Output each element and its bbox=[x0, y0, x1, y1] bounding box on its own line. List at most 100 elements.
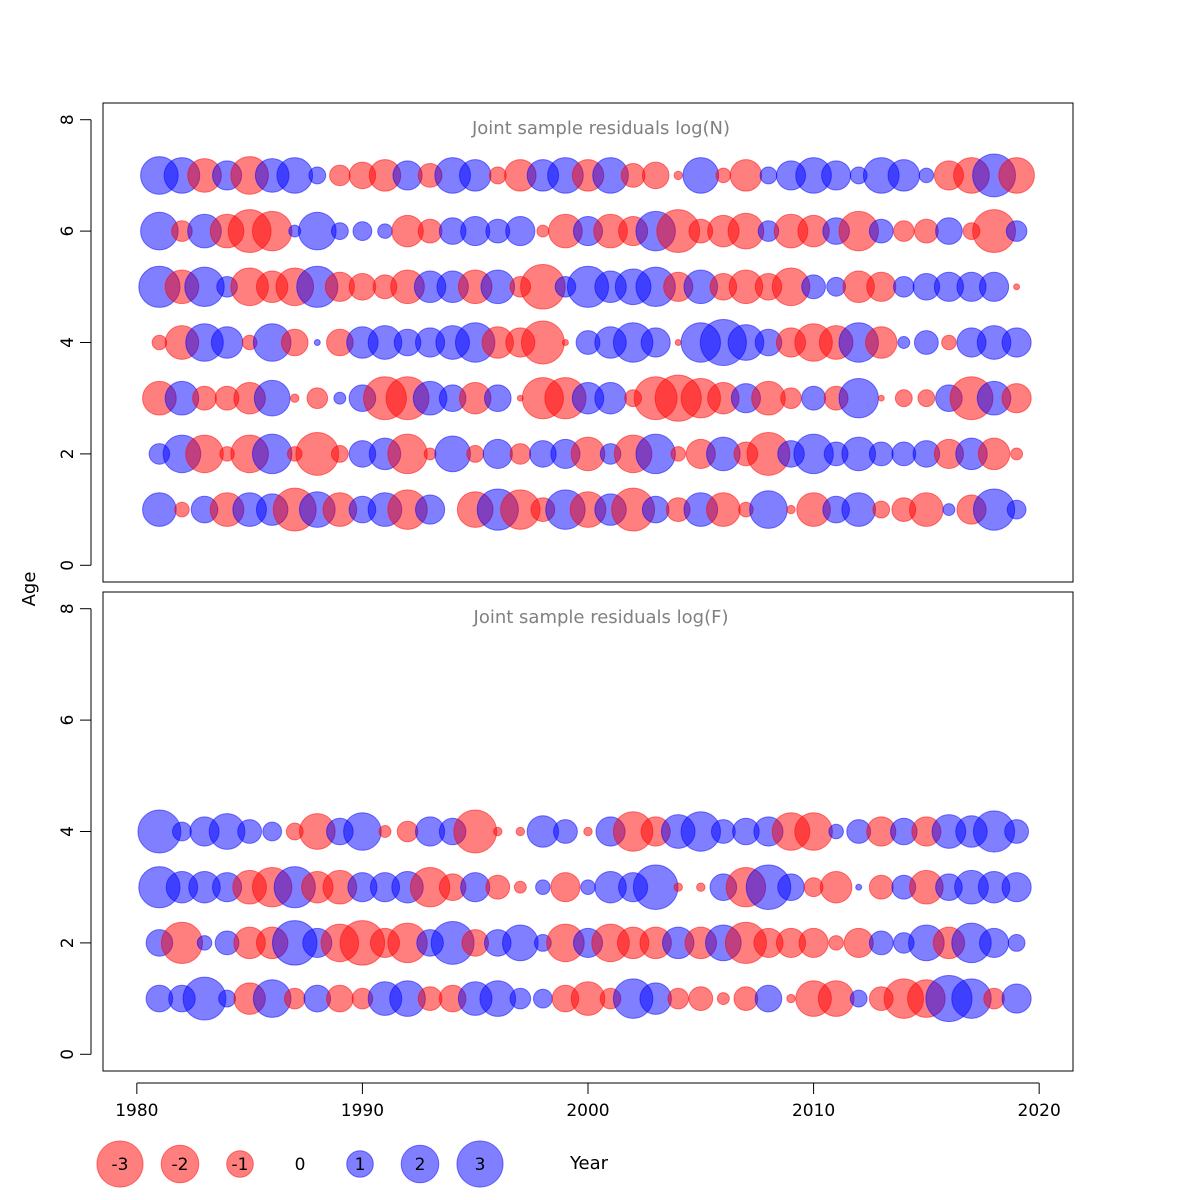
bubble-age3-year1997 bbox=[513, 880, 527, 894]
bubble-age2-year2010 bbox=[798, 927, 829, 958]
panel-log-f-frame bbox=[102, 591, 1074, 1072]
bubble-age2-year1997 bbox=[501, 924, 539, 962]
bubble-age4-year1999 bbox=[561, 339, 569, 346]
bubble-age6-year2014 bbox=[893, 220, 915, 242]
y-axis-label: Age bbox=[19, 572, 40, 607]
bubble-age4-year1986 bbox=[262, 821, 283, 842]
bubble-age6-year1993 bbox=[417, 218, 443, 244]
bubble-age6-year1988 bbox=[297, 211, 337, 251]
bubble-age3-year1996 bbox=[485, 874, 511, 900]
bubble-age4-year1996 bbox=[493, 826, 503, 837]
bubble-age4-year2016 bbox=[941, 334, 957, 351]
bubble-age4-year2011 bbox=[828, 823, 844, 840]
bubble-age1-year2008 bbox=[749, 490, 788, 529]
bubble-age3-year1988 bbox=[306, 387, 329, 410]
bubble-age3-year2010 bbox=[801, 385, 826, 411]
bubble-age3-year2013 bbox=[868, 874, 894, 900]
bubble-age2-year2003 bbox=[635, 433, 676, 475]
bubble-age1-year1989 bbox=[326, 984, 354, 1013]
bubble-age4-year1992 bbox=[396, 820, 419, 843]
bubble-age4-year1985 bbox=[237, 819, 263, 844]
bubble-age2-year1982 bbox=[160, 921, 204, 965]
bubble-age4-year1997 bbox=[515, 826, 526, 837]
bubble-age7-year2008 bbox=[759, 166, 778, 185]
legend-label-2: 2 bbox=[415, 1155, 426, 1175]
bubble-age4-year1988 bbox=[313, 339, 321, 346]
bubble-age4-year2010 bbox=[794, 812, 833, 851]
bubble-age6-year2019 bbox=[1005, 220, 1028, 242]
bubble-age1-year2015 bbox=[909, 492, 944, 527]
panel-log-f-y-axis: 0 2 4 6 8 bbox=[58, 603, 92, 1060]
bubble-age1-year2005 bbox=[688, 986, 714, 1011]
legend-bubble-2 bbox=[400, 1144, 440, 1184]
bubble-age2-year2018 bbox=[978, 927, 1010, 958]
bubble-age4-year1984 bbox=[210, 326, 244, 359]
legend-label--2: -2 bbox=[172, 1155, 189, 1175]
bubble-age2-year1992 bbox=[387, 433, 428, 475]
x-tick-label-2010: 2010 bbox=[792, 1101, 835, 1121]
bubble-age3-year2012 bbox=[838, 377, 879, 419]
y-tick-label-8: 8 bbox=[58, 114, 78, 125]
bubble-age1-year1987 bbox=[283, 987, 306, 1010]
bubble-age7-year1988 bbox=[308, 166, 327, 185]
bubble-age2-year1995 bbox=[466, 444, 485, 463]
y-tick-label-8: 8 bbox=[58, 603, 78, 614]
bubble-age2-year2019 bbox=[1007, 933, 1026, 952]
bubble-age3-year1983 bbox=[192, 385, 217, 411]
bubble-age4-year2014 bbox=[897, 336, 911, 349]
bubble-age3-year1987 bbox=[290, 393, 300, 403]
bubble-age1-year2016 bbox=[942, 503, 956, 517]
panel-log-n-bubbles bbox=[138, 153, 1035, 532]
legend-bubble--2 bbox=[160, 1144, 200, 1184]
bubble-age1-year2012 bbox=[849, 989, 868, 1008]
bubble-age2-year1993 bbox=[423, 447, 437, 461]
bubble-age6-year1998 bbox=[536, 224, 550, 238]
legend-bubble--3 bbox=[96, 1140, 144, 1188]
bubble-age4-year2019 bbox=[1004, 819, 1029, 844]
bubble-age5-year2018 bbox=[978, 271, 1010, 302]
bubble-age4-year1991 bbox=[378, 825, 392, 838]
bubble-age2-year2013 bbox=[868, 441, 894, 467]
bubble-age4-year2004 bbox=[674, 339, 682, 346]
legend-label-1: 1 bbox=[355, 1155, 366, 1175]
x-tick-label-2000: 2000 bbox=[566, 1101, 609, 1121]
bubble-age2-year1986 bbox=[251, 433, 293, 475]
panel-log-f-title: Joint sample residuals log(F) bbox=[473, 607, 729, 628]
bubble-age1-year2006 bbox=[706, 492, 741, 527]
bubble-age6-year1989 bbox=[330, 222, 349, 241]
bubble-age3-year2009 bbox=[780, 387, 802, 410]
panel-log-n-title: Joint sample residuals log(N) bbox=[471, 118, 730, 139]
bubble-age6-year2013 bbox=[868, 218, 894, 244]
bubble-age1-year2019 bbox=[1001, 983, 1032, 1014]
bubble-age7-year2005 bbox=[682, 157, 720, 194]
x-tick-label-1980: 1980 bbox=[115, 1101, 158, 1121]
y-tick-label-2: 2 bbox=[58, 937, 78, 948]
bubble-age3-year2001 bbox=[594, 381, 627, 415]
bubble-age6-year1991 bbox=[377, 223, 393, 239]
bubble-age7-year1987 bbox=[276, 157, 314, 194]
bubble-age1-year2006 bbox=[716, 992, 730, 1006]
bubble-age3-year2014 bbox=[894, 389, 913, 408]
bubble-age7-year2006 bbox=[715, 167, 732, 184]
bubble-age7-year1989 bbox=[329, 164, 351, 187]
bubble-age3-year2004 bbox=[673, 882, 683, 892]
y-tick-label-0: 0 bbox=[58, 1049, 78, 1060]
bubble-age3-year1998 bbox=[535, 879, 551, 895]
bubble-age3-year2011 bbox=[819, 870, 853, 904]
y-tick-label-4: 4 bbox=[58, 337, 78, 348]
bubble-age1-year2008 bbox=[754, 984, 783, 1013]
bubble-age2-year2019 bbox=[1010, 447, 1024, 461]
bubble-age6-year1997 bbox=[505, 216, 536, 247]
y-tick-label-4: 4 bbox=[58, 826, 78, 837]
legend-label--3: -3 bbox=[112, 1155, 129, 1175]
bubble-age3-year1999 bbox=[550, 872, 581, 903]
bubble-age4-year1981 bbox=[151, 334, 168, 351]
panel-log-n-frame bbox=[102, 102, 1074, 583]
y-tick-label-2: 2 bbox=[58, 448, 78, 459]
bubble-age6-year1986 bbox=[251, 210, 293, 252]
bubble-age2-year1983 bbox=[185, 434, 224, 474]
bubble-age4-year2003 bbox=[640, 327, 671, 358]
legend-bubble-3 bbox=[456, 1140, 504, 1188]
panel-log-f-x-axis: 1980 1990 2000 2010 2020 bbox=[115, 1082, 1061, 1121]
bubble-age3-year2019 bbox=[1001, 383, 1032, 414]
